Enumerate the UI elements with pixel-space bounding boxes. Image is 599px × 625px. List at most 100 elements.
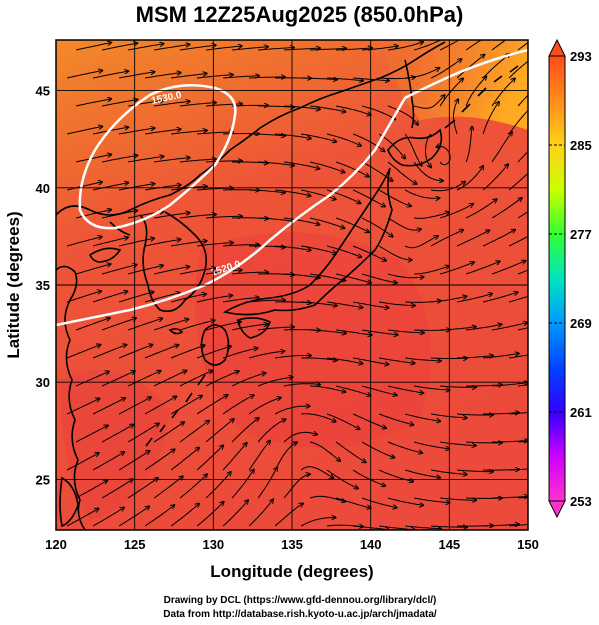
streamline — [457, 294, 492, 303]
wind-streamlines — [66, 40, 528, 530]
streamline — [179, 420, 209, 443]
streamline — [154, 213, 190, 219]
streamline — [223, 76, 259, 79]
streamline — [153, 319, 189, 331]
streamline — [196, 395, 228, 415]
streamline — [517, 94, 528, 107]
streamline — [440, 327, 476, 331]
streamline — [118, 292, 154, 303]
streamline — [483, 353, 519, 359]
streamline — [492, 496, 528, 498]
streamline — [457, 356, 493, 359]
streamline — [430, 59, 462, 79]
streamline — [439, 204, 473, 219]
streamline — [335, 385, 371, 396]
colorbar-tick-label: 253 — [570, 494, 592, 509]
x-tick-label: 145 — [438, 537, 460, 552]
streamline — [144, 505, 175, 527]
streamline — [145, 185, 181, 191]
streamline — [378, 413, 414, 425]
streamline — [171, 74, 207, 79]
streamline — [387, 105, 418, 125]
y-tick-label: 45 — [36, 84, 50, 99]
streamline — [171, 130, 207, 135]
streamline — [466, 442, 502, 443]
streamline — [284, 384, 320, 386]
streamline — [413, 95, 445, 109]
footer-credit-data: Data from http://database.rish.kyoto-u.a… — [163, 609, 437, 620]
streamline — [258, 217, 294, 221]
streamline — [118, 238, 155, 247]
x-tick-label: 140 — [360, 537, 382, 552]
streamline — [457, 414, 493, 415]
streamline — [206, 270, 242, 275]
streamline — [404, 189, 440, 198]
streamline — [452, 99, 459, 135]
streamline — [223, 245, 259, 246]
streamline — [180, 45, 216, 51]
streamline — [517, 42, 528, 51]
streamline — [327, 77, 363, 81]
streamline — [249, 300, 285, 302]
streamline — [508, 295, 528, 303]
streamline — [301, 78, 337, 80]
streamline — [509, 468, 528, 471]
streamline — [414, 266, 449, 275]
streamline — [379, 301, 415, 306]
streamline — [414, 385, 450, 390]
streamline — [509, 412, 528, 415]
streamline — [387, 385, 424, 393]
streamline — [127, 318, 163, 331]
streamline — [119, 184, 155, 191]
streamline — [491, 132, 512, 163]
streamline — [232, 105, 268, 106]
streamline — [466, 324, 502, 331]
streamline — [231, 373, 266, 387]
streamline — [327, 357, 363, 364]
streamline — [66, 398, 100, 415]
streamline — [274, 503, 303, 527]
streamline — [326, 413, 360, 429]
streamline — [362, 46, 398, 51]
streamline — [482, 102, 499, 135]
streamline — [283, 474, 310, 499]
streamline — [413, 40, 448, 51]
streamline — [180, 159, 216, 163]
streamline — [335, 441, 366, 463]
streamline — [482, 292, 518, 303]
streamline — [206, 216, 242, 218]
streamline — [465, 261, 500, 275]
streamline — [205, 371, 239, 387]
plot-frame — [55, 39, 529, 531]
streamline — [258, 106, 294, 107]
streamline — [414, 212, 450, 219]
streamline — [66, 70, 103, 79]
contour-1520 — [56, 48, 528, 327]
streamline — [310, 48, 346, 50]
streamline — [153, 267, 190, 275]
streamline — [197, 75, 233, 79]
streamline — [223, 298, 259, 303]
x-tick-labels: 120 125 130 135 140 145 150 — [45, 537, 539, 552]
streamline — [206, 46, 242, 51]
streamline — [508, 60, 528, 79]
streamline — [232, 47, 268, 51]
map-title: MSM 12Z25Aug2025 (850.0hPa) — [135, 2, 464, 27]
streamline — [352, 189, 385, 207]
streamline — [231, 469, 254, 499]
streamline — [127, 423, 159, 443]
streamline — [154, 44, 190, 51]
streamline — [440, 386, 476, 387]
streamline — [456, 230, 490, 247]
x-tick-label: 135 — [281, 537, 303, 552]
streamline — [430, 230, 464, 247]
streamline — [145, 129, 181, 135]
streamline — [170, 395, 202, 415]
streamline — [258, 161, 294, 166]
streamline — [336, 329, 372, 335]
streamline — [180, 103, 216, 107]
streamline — [179, 320, 215, 331]
streamline — [102, 43, 138, 51]
streamline — [388, 329, 424, 333]
streamline — [483, 524, 519, 526]
